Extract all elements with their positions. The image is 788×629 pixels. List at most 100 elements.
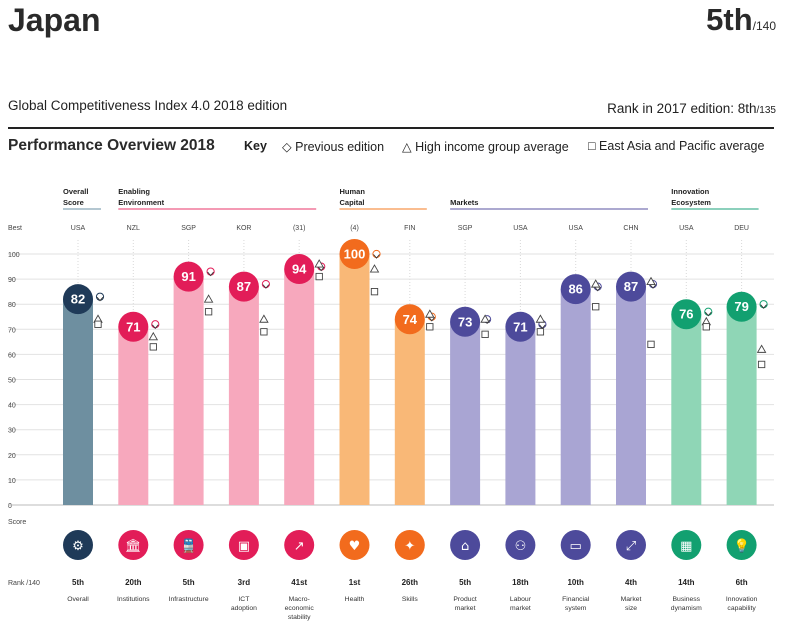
pillar-name-label: Market [621,596,642,603]
pillar-icon-glyph: ⚇ [515,539,527,554]
pillar-name-label: market [455,605,476,612]
score-circle [284,254,315,285]
score-bar [616,286,646,505]
east-asia-marker [370,288,379,296]
pillar-icon-glyph: ▭ [570,539,582,554]
pillar-name-label: Infrastructure [169,596,209,603]
pillar-rank-label: 5th [183,578,195,587]
pillar-rank-label: 3rd [238,578,251,587]
previous-edition-marker [704,307,713,316]
previous-rank-value: 8th [737,101,757,116]
east-asia-marker [94,320,102,328]
best-performer-label: SGP [181,225,196,232]
high-income-marker [646,276,656,286]
score-circle [560,274,591,305]
high-income-marker [148,331,159,341]
skills-icon [394,530,425,560]
east-asia-marker [702,323,710,331]
previous-edition-chevron [373,254,380,259]
y-tick-label: 20 [8,453,16,460]
header-divider [8,127,774,129]
pillar-rank-label: 18th [512,578,529,587]
score-value-label: 87 [237,279,251,294]
legend-east-asia: □ East Asia and Pacific average [588,139,764,153]
overall-rank: 5th/140 [706,2,776,38]
score-circle [616,271,646,302]
pillar-name-label: Macro- [289,596,310,603]
chart-icon [671,530,702,560]
east-asia-marker [260,328,268,336]
key-label: Key [244,139,267,153]
group-header-label: Score [63,198,84,207]
institution-icon [118,530,149,560]
y-tick-label: 70 [8,327,16,334]
pillar-name-label: Labour [510,596,532,603]
east-asia-marker [426,323,434,331]
pillar-name-label: Institutions [117,596,150,603]
previous-rank-total: /135 [756,105,776,116]
y-tick-label: 50 [8,378,16,385]
pillar-name-label: capability [727,605,756,612]
previous-edition-chevron [207,271,214,277]
score-bar [339,254,370,505]
pillar-name-label: dynamism [671,605,702,612]
best-performer-label: DEU [734,225,749,232]
pillar-rank-label: 41st [291,578,307,587]
previous-edition-marker [759,300,768,309]
pillar-rank-label: 5th [72,578,84,587]
y-tick-label: 60 [8,352,16,359]
score-circle [726,291,757,322]
diamond-icon: ◇ [282,140,292,154]
east-asia-marker [481,330,489,338]
score-value-label: 79 [734,299,748,314]
pillar-icon-glyph: ⚙ [72,539,84,554]
score-bar [726,306,757,505]
best-performer-label: CHN [623,225,638,232]
y-tick-label: 30 [8,428,16,435]
pillar-name-label: economic [285,605,315,612]
score-circle [228,271,259,302]
pillar-name-label: Business [673,596,701,603]
y-tick-label: 90 [8,277,16,284]
group-header-label: Markets [450,198,478,207]
pillar-icon-glyph: 🏛 [125,538,142,554]
legend-high-income-label: High income group average [415,140,569,154]
pillar-icon-glyph: ♥ [349,539,361,554]
pillar-rank-label: 26th [402,578,419,587]
score-bar [173,276,204,505]
group-header-label: Enabling [118,187,150,196]
previous-edition-marker [95,292,105,301]
previous-edition-chevron [649,284,657,289]
group-header-label: Environment [118,198,164,207]
people-icon [505,530,536,560]
best-performer-label: USA [513,225,528,232]
pillar-name-label: Innovation [726,596,758,603]
group-header-label: Human [340,187,366,196]
score-circle [339,239,370,269]
chip-icon [228,530,259,560]
east-asia-marker [204,308,213,316]
best-performer-label: NZL [127,225,140,232]
previous-edition-chevron [317,266,325,272]
previous-edition-marker [206,267,215,276]
high-income-marker [756,344,767,353]
legend-previous: ◇ Previous edition [282,139,384,154]
score-bar [394,319,425,505]
score-value-label: 100 [344,247,366,262]
best-performer-label: USA [568,225,583,232]
y-tick-label: 10 [8,478,16,485]
rank-value: 5th [706,2,753,37]
pillar-icon-glyph: 🚆 [181,538,197,554]
pillar-icon-glyph: ✦ [404,539,415,554]
group-header-label: Overall [63,187,88,196]
score-bar [450,321,481,505]
previous-edition-chevron [760,304,767,309]
pillar-rank-label: 14th [678,578,695,587]
high-income-marker [369,264,380,273]
best-performer-label: SGP [458,225,473,232]
best-performer-label: (31) [293,225,305,232]
pillar-rank-label: 4th [625,578,637,587]
card-icon [560,530,591,560]
group-header-label: Innovation [671,187,709,196]
previous-edition-marker [151,320,160,329]
